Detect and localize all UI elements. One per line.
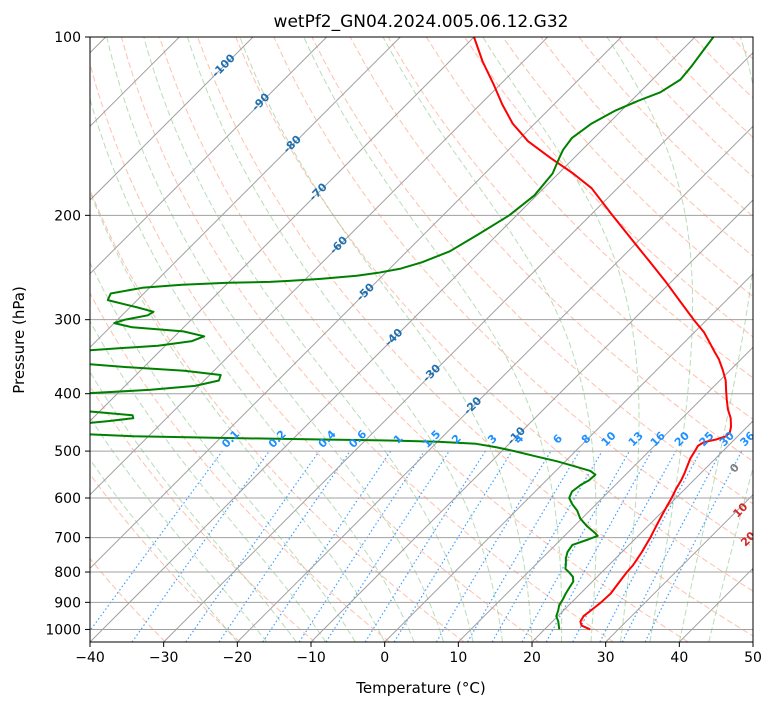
x-axis-label: Temperature (°C) — [355, 679, 485, 697]
plot-background — [90, 37, 753, 642]
dry-adiabat-line — [464, 37, 753, 338]
y-tick-label: 900 — [54, 595, 81, 611]
isotherm-line — [531, 420, 753, 642]
isotherm-line — [90, 37, 696, 642]
x-tick-label: −30 — [149, 650, 179, 666]
profile-lines — [90, 37, 732, 631]
x-tick-label: 0 — [380, 650, 389, 666]
isotherm-line — [90, 37, 328, 275]
moist-adiabat-line — [90, 261, 356, 642]
x-tick-label: 10 — [449, 650, 467, 666]
x-tick-label: 30 — [597, 650, 615, 666]
y-tick-label: 700 — [54, 531, 81, 547]
isotherm-line — [384, 272, 753, 642]
mixing-ratio-line — [325, 450, 450, 642]
isotherm-line — [310, 199, 753, 642]
moist-adiabat-line — [678, 37, 753, 642]
isotherm-line — [90, 37, 401, 349]
chart-title: wetPf2_GN04.2024.005.06.12.G32 — [274, 12, 569, 32]
dry-adiabat-line — [90, 188, 465, 642]
moist-adiabat-line — [303, 37, 563, 642]
dry-adiabat-line — [90, 385, 316, 642]
dry-adiabat-line — [273, 37, 753, 548]
moist-adiabat-line — [606, 37, 694, 642]
moist-adiabat-line — [106, 37, 445, 642]
mixing-ratio-line — [572, 450, 677, 642]
dry-adiabat-line — [90, 473, 241, 642]
x-tick-label: 40 — [670, 650, 688, 666]
y-tick-label: 500 — [54, 444, 81, 460]
isotherm-line — [90, 37, 254, 201]
x-tick-label: −10 — [296, 650, 326, 666]
mixing-ratio-line — [298, 450, 425, 642]
dry-adiabat-line — [311, 37, 753, 505]
mixing-ratio-line — [185, 450, 320, 642]
y-axis-label: Pressure (hPa) — [10, 286, 28, 394]
dry-adiabat-line — [90, 292, 390, 642]
mixing-ratio-line — [262, 450, 392, 642]
isotherm-line — [90, 37, 549, 496]
moist-adiabat-line — [187, 37, 503, 642]
mixing-ratio-line — [393, 450, 513, 642]
x-tick-label: 50 — [744, 650, 762, 666]
moist-adiabat-line — [90, 190, 386, 642]
moist-adiabat-line — [382, 37, 597, 642]
dry-adiabat-line — [349, 37, 753, 462]
temperature-profile-line — [473, 37, 732, 631]
mixing-ratio-line — [545, 450, 653, 642]
adiabat-label: 30 — [750, 558, 770, 578]
x-tick-label: −40 — [75, 650, 105, 666]
y-tick-label: 200 — [54, 208, 81, 224]
plot-frame — [89, 36, 754, 643]
dry-adiabat-line — [387, 37, 753, 420]
y-tick-label: 600 — [54, 491, 81, 507]
x-tick-label: −20 — [223, 650, 253, 666]
y-tick-label: 1000 — [45, 622, 81, 638]
moist-adiabat-line — [239, 37, 533, 642]
background-lines — [90, 37, 775, 642]
moist-adiabat-line — [482, 37, 640, 642]
isotherm-line — [605, 493, 753, 642]
dry-adiabat-line — [90, 62, 540, 642]
mixing-ratio-line — [90, 450, 223, 632]
dry-adiabat-line — [120, 37, 614, 642]
axes: −40 −30 −20 −10 0 10 20 30 40 50 100 200 300 400 500 60… — [45, 30, 762, 666]
y-tick-label: 400 — [54, 387, 81, 403]
dewpoint-profile-line — [90, 37, 715, 630]
dry-adiabat-line — [502, 37, 753, 298]
dry-adiabat-line — [235, 37, 753, 592]
x-tick-label: 20 — [523, 650, 541, 666]
y-tick-label: 100 — [54, 30, 81, 46]
isotherm-line — [163, 51, 753, 642]
mixing-ratio-line — [218, 450, 351, 642]
y-tick-label: 800 — [54, 565, 81, 581]
isotherm-line — [457, 346, 753, 642]
dry-adiabat-line — [90, 557, 166, 642]
isotherm-line — [752, 641, 753, 642]
moist-adiabat-line — [90, 416, 268, 642]
mixing-ratio-line — [644, 450, 743, 642]
y-tick-label: 300 — [54, 313, 81, 329]
isotherm-line — [90, 37, 622, 570]
adiabat-label: 40 — [769, 583, 775, 603]
moist-adiabat-line — [90, 458, 238, 642]
mixing-ratio-line — [131, 450, 270, 642]
isotherm-line — [90, 37, 475, 422]
isotherm-line — [236, 125, 753, 642]
dry-adiabat-line — [770, 37, 775, 642]
moist-adiabat-line — [90, 370, 297, 642]
